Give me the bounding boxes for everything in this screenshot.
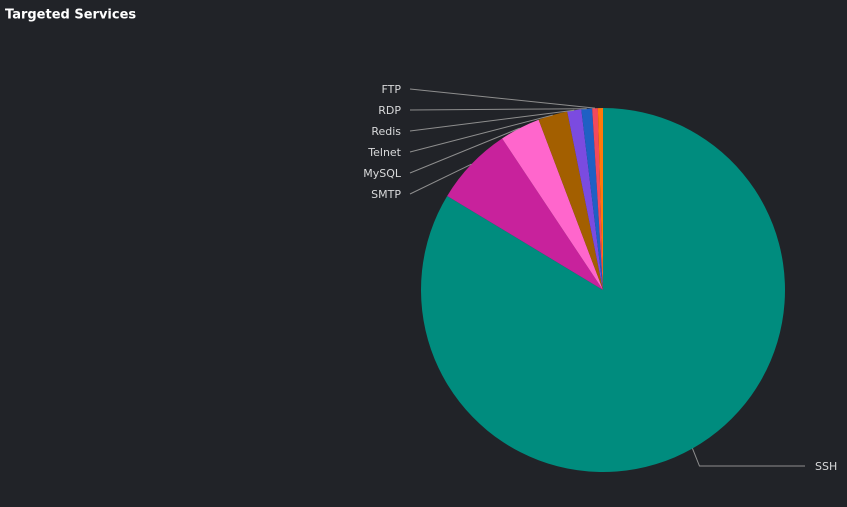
slice-label: Telnet: [367, 146, 401, 159]
leader-line: [409, 114, 553, 153]
slice-label: MySQL: [363, 167, 402, 180]
leader-line: [409, 108, 587, 111]
pie-slice: [597, 108, 603, 290]
pie-slice: [502, 119, 603, 290]
leader-line: [409, 88, 596, 109]
leader-line: [409, 163, 472, 195]
pie-slice: [538, 111, 603, 291]
slice-label: SSH: [815, 460, 837, 473]
pie-slice: [581, 108, 603, 290]
pie-slice: [447, 138, 603, 290]
slice-label: RDP: [378, 104, 401, 117]
slice-label: SMTP: [371, 188, 401, 201]
slice-label: FTP: [382, 83, 402, 96]
leader-line: [692, 448, 805, 467]
pie-slice: [592, 108, 603, 290]
leader-line: [409, 109, 575, 132]
leader-line: [409, 127, 521, 174]
slice-label: Redis: [371, 125, 401, 138]
chart-title: Targeted Services: [5, 8, 136, 23]
pie-slice: [567, 109, 603, 290]
